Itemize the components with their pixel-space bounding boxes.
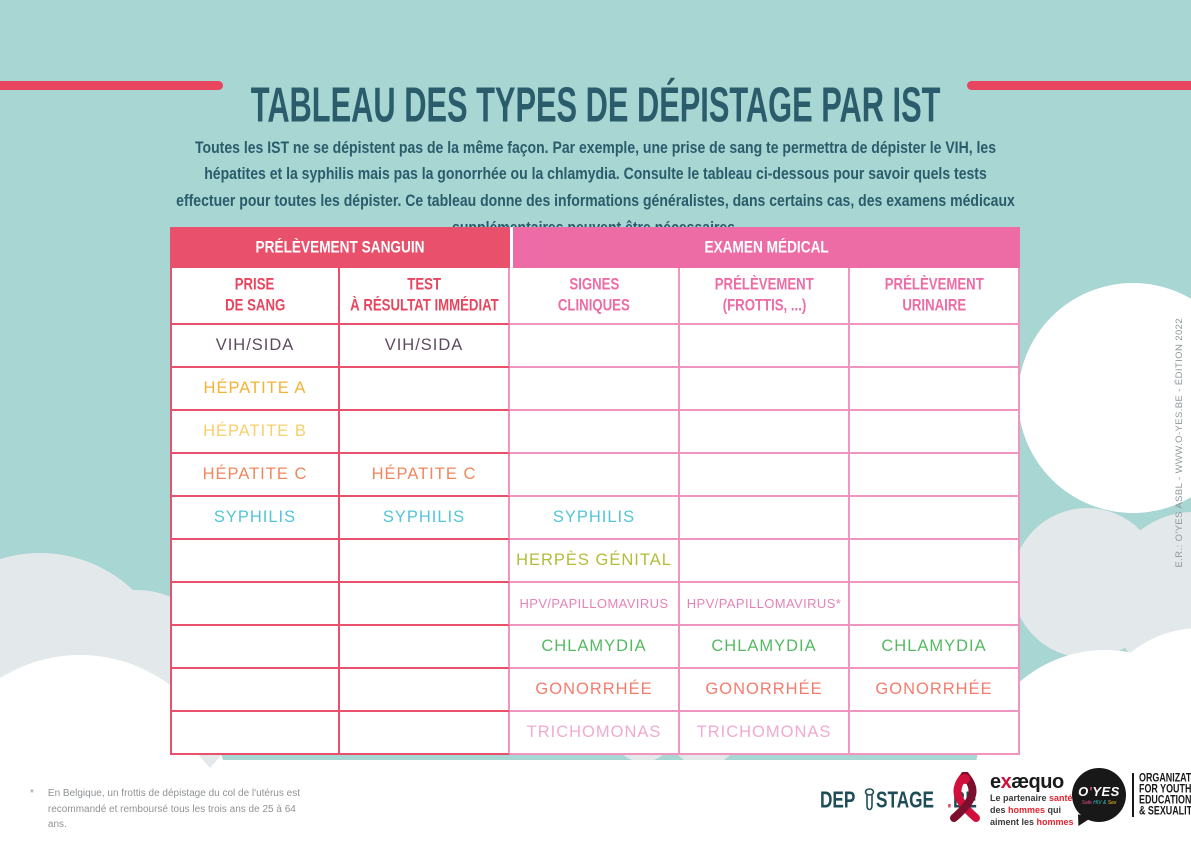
empty-cell <box>510 325 680 368</box>
depistage-text-pre: DEP <box>820 787 856 814</box>
exaequo-tagline-line2: des hommes qui <box>990 805 1062 816</box>
oyes-logo: O'YES Safe HIV & Sex ORGANIZATION FOR YO… <box>1072 768 1191 822</box>
table-row-hpv: HPV/PAPILLOMAVIRUS HPV/PAPILLOMAVIRUS* <box>170 583 1020 626</box>
table-column-header-row: PRISE DE SANG TEST À RÉSULTAT IMMÉDIAT SIG… <box>170 268 1020 325</box>
table-row-hepatite-b: HÉPATITE B <box>170 411 1020 454</box>
empty-cell <box>680 325 850 368</box>
empty-cell <box>170 583 340 626</box>
empty-cell <box>680 368 850 411</box>
empty-cell <box>510 411 680 454</box>
empty-cell <box>850 325 1020 368</box>
empty-cell <box>170 540 340 583</box>
title-rule-right <box>967 81 1191 90</box>
empty-cell <box>680 454 850 497</box>
column-header-clinical-signs: SIGNES CLINIQUES <box>510 268 680 325</box>
disease-cell: HERPÈS GÉNITAL <box>510 540 680 583</box>
footnote-marker: * <box>30 788 34 799</box>
disease-cell: VIH/SIDA <box>340 325 510 368</box>
column-header-blood-draw: PRISE DE SANG <box>170 268 340 325</box>
empty-cell <box>170 669 340 712</box>
disease-cell: HÉPATITE C <box>340 454 510 497</box>
table-row-hepatite-c: HÉPATITE C HÉPATITE C <box>170 454 1020 497</box>
disease-cell: HPV/PAPILLOMAVIRUS* <box>680 583 850 626</box>
table-group-header-row: PRÉLÈVEMENT SANGUIN EXAMEN MÉDICAL <box>170 227 1020 268</box>
empty-cell <box>850 411 1020 454</box>
empty-cell <box>340 626 510 669</box>
condom-icon <box>864 788 875 811</box>
screening-table: PRÉLÈVEMENT SANGUIN EXAMEN MÉDICAL PRISE… <box>170 227 1020 755</box>
oyes-tagline: Safe HIV & Sex <box>1081 800 1117 806</box>
exaequo-name: exæquo <box>990 771 1064 793</box>
empty-cell <box>340 411 510 454</box>
exaequo-tagline-line1: Le partenaire santé <box>990 793 1073 803</box>
table-row-gonorrhee: GONORRHÉE GONORRHÉE GONORRHÉE <box>170 669 1020 712</box>
oyes-org-name: ORGANIZATION FOR YOUTH EDUCATION & SEXUA… <box>1132 772 1191 817</box>
intro-text: Toutes les IST ne se dépistent pas de la… <box>176 138 1015 237</box>
table-row-syphilis: SYPHILIS SYPHILIS SYPHILIS <box>170 497 1020 540</box>
empty-cell <box>510 368 680 411</box>
empty-cell <box>340 540 510 583</box>
disease-cell: CHLAMYDIA <box>510 626 680 669</box>
disease-cell: VIH/SIDA <box>170 325 340 368</box>
edition-credit: E.R.: O'YES ASBL - WWW.O-YES.BE - ÉDITIO… <box>1174 318 1185 568</box>
table-row-vih: VIH/SIDA VIH/SIDA <box>170 325 1020 368</box>
depistage-dot: . <box>946 787 952 814</box>
group-header-blood-sample: PRÉLÈVEMENT SANGUIN <box>170 227 510 268</box>
disease-cell: HÉPATITE C <box>170 454 340 497</box>
empty-cell <box>850 368 1020 411</box>
disease-cell: CHLAMYDIA <box>680 626 850 669</box>
empty-cell <box>680 497 850 540</box>
page-title: TABLEAU DES TYPES DE DÉPISTAGE PAR IST <box>250 78 941 134</box>
exaequo-tagline-line3: aiment les hommes <box>990 817 1074 828</box>
disease-cell: HPV/PAPILLOMAVIRUS <box>510 583 680 626</box>
table-row-herpes: HERPÈS GÉNITAL <box>170 540 1020 583</box>
empty-cell <box>680 411 850 454</box>
empty-cell <box>340 368 510 411</box>
table-row-hepatite-a: HÉPATITE A <box>170 368 1020 411</box>
disease-cell: CHLAMYDIA <box>850 626 1020 669</box>
disease-cell: HÉPATITE B <box>170 411 340 454</box>
empty-cell <box>340 712 510 755</box>
empty-cell <box>340 669 510 712</box>
footnote-text: En Belgique, un frottis de dépistage du … <box>47 788 300 830</box>
disease-cell: SYPHILIS <box>170 497 340 540</box>
empty-cell <box>510 454 680 497</box>
disease-cell: GONORRHÉE <box>510 669 680 712</box>
footnote: * En Belgique, un frottis de dépistage d… <box>30 786 310 833</box>
empty-cell <box>170 712 340 755</box>
cloud-top-right <box>1018 283 1191 513</box>
disease-cell: SYPHILIS <box>510 497 680 540</box>
oyes-name: O'YES <box>1078 784 1120 799</box>
disease-cell: TRICHOMONAS <box>510 712 680 755</box>
disease-cell: TRICHOMONAS <box>680 712 850 755</box>
empty-cell <box>850 712 1020 755</box>
disease-cell: HÉPATITE A <box>170 368 340 411</box>
empty-cell <box>680 540 850 583</box>
disease-cell: GONORRHÉE <box>850 669 1020 712</box>
awareness-ribbon-icon <box>950 772 980 822</box>
empty-cell <box>340 583 510 626</box>
empty-cell <box>170 626 340 669</box>
empty-cell <box>850 583 1020 626</box>
disease-cell: SYPHILIS <box>340 497 510 540</box>
column-header-rapid-test: TEST À RÉSULTAT IMMÉDIAT <box>340 268 510 325</box>
column-header-swab-sample: PRÉLÈVEMENT (FROTTIS, ...) <box>680 268 850 325</box>
empty-cell <box>850 540 1020 583</box>
title-rule-left <box>0 81 223 90</box>
depistage-text-post: STAGE <box>876 787 935 814</box>
empty-cell <box>850 454 1020 497</box>
table-row-trichomonas: TRICHOMONAS TRICHOMONAS <box>170 712 1020 755</box>
exaequo-logo: exæquo Le partenaire santé des hommes qu… <box>946 772 1074 828</box>
cloud-tail <box>196 752 224 768</box>
speech-bubble-icon: O'YES Safe HIV & Sex <box>1072 768 1126 822</box>
group-header-medical-exam: EXAMEN MÉDICAL <box>510 227 1020 268</box>
column-header-urine-sample: PRÉLÈVEMENT URINAIRE <box>850 268 1020 325</box>
empty-cell <box>850 497 1020 540</box>
table-row-chlamydia: CHLAMYDIA CHLAMYDIA CHLAMYDIA <box>170 626 1020 669</box>
disease-cell: GONORRHÉE <box>680 669 850 712</box>
